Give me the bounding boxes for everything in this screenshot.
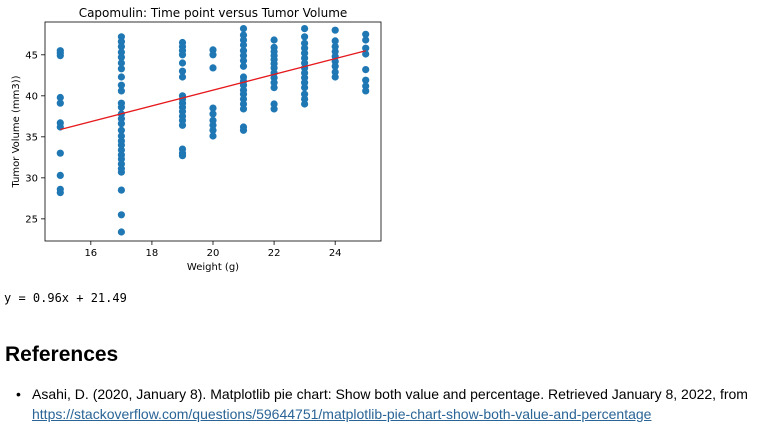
chart-title: Capomulin: Time point versus Tumor Volum…	[79, 6, 348, 20]
data-point	[239, 62, 248, 70]
reference-item: • Asahi, D. (2020, January 8). Matplotli…	[14, 384, 754, 424]
references-heading: References	[5, 343, 119, 366]
y-tick-label: 40	[25, 91, 38, 102]
reference-text: Asahi, D. (2020, January 8). Matplotlib …	[32, 386, 748, 402]
data-point	[331, 62, 339, 70]
x-axis-label: Weight (g)	[187, 262, 239, 273]
data-point	[209, 121, 217, 129]
regression-equation-output: y = 0.96x + 21.49	[4, 291, 127, 305]
data-point	[117, 120, 125, 128]
reference-link[interactable]: https://stackoverflow.com/questions/5964…	[32, 406, 652, 422]
y-tick-label: 35	[25, 132, 38, 143]
data-point	[362, 30, 370, 38]
data-point	[56, 93, 64, 102]
data-point	[117, 43, 125, 51]
data-point	[117, 168, 125, 176]
data-point	[239, 105, 248, 113]
data-point	[301, 33, 309, 41]
x-tick-label: 24	[329, 248, 342, 259]
x-tick-label: 22	[268, 248, 281, 259]
data-point	[56, 171, 64, 179]
data-point	[178, 67, 187, 75]
data-point	[117, 53, 125, 61]
data-point	[178, 121, 187, 129]
data-point	[362, 44, 370, 52]
data-point	[117, 211, 125, 219]
scatter-chart: Capomulin: Time point versus Tumor Volum…	[0, 0, 400, 280]
data-point	[209, 132, 217, 140]
data-point	[178, 152, 187, 160]
data-point	[209, 126, 217, 134]
data-point	[56, 149, 64, 157]
y-tick-label: 45	[25, 50, 38, 61]
data-point	[239, 126, 248, 134]
data-point	[117, 126, 125, 134]
data-point	[117, 81, 125, 89]
data-point	[270, 105, 278, 113]
data-point	[239, 25, 248, 33]
chart-svg: Capomulin: Time point versus Tumor Volum…	[11, 6, 382, 273]
data-point	[301, 25, 309, 33]
data-point	[239, 36, 248, 44]
x-tick-label: 18	[146, 248, 159, 259]
data-point	[301, 84, 309, 92]
data-point	[117, 65, 125, 73]
data-point	[270, 84, 278, 92]
data-point	[117, 228, 125, 236]
y-tick-label: 25	[25, 214, 38, 225]
references-list: • Asahi, D. (2020, January 8). Matplotli…	[14, 384, 754, 424]
data-point	[362, 66, 370, 74]
regression-line	[60, 50, 366, 131]
data-point	[117, 59, 125, 67]
data-point	[209, 51, 217, 59]
data-point	[331, 37, 339, 45]
data-point	[178, 59, 187, 67]
data-point	[117, 87, 125, 95]
data-point	[209, 64, 217, 72]
x-tick-label: 20	[207, 248, 220, 259]
data-point	[209, 110, 217, 118]
data-point	[117, 48, 125, 56]
data-point	[270, 36, 278, 44]
data-point	[239, 57, 248, 65]
data-point	[362, 50, 370, 58]
data-point	[301, 44, 309, 52]
y-axis-label: Tumor Volume (mm3))	[11, 75, 22, 188]
y-tick-label: 30	[25, 173, 38, 184]
data-point	[178, 73, 187, 81]
data-point	[362, 76, 370, 84]
data-point	[239, 52, 248, 60]
data-point	[331, 73, 339, 81]
data-point	[117, 103, 125, 111]
data-point	[362, 87, 370, 95]
data-point	[362, 36, 370, 44]
data-point	[117, 141, 125, 149]
data-point	[56, 52, 64, 60]
data-point	[239, 41, 248, 49]
data-point	[117, 73, 125, 81]
data-point	[301, 100, 309, 108]
data-point	[270, 64, 278, 72]
data-point	[178, 51, 187, 59]
data-point	[331, 68, 339, 76]
data-point	[117, 186, 125, 194]
bullet-icon: •	[16, 386, 21, 402]
data-point	[56, 189, 64, 197]
data-point	[209, 104, 217, 112]
x-tick-label: 16	[84, 248, 97, 259]
data-point	[331, 26, 339, 34]
data-point	[56, 99, 64, 107]
